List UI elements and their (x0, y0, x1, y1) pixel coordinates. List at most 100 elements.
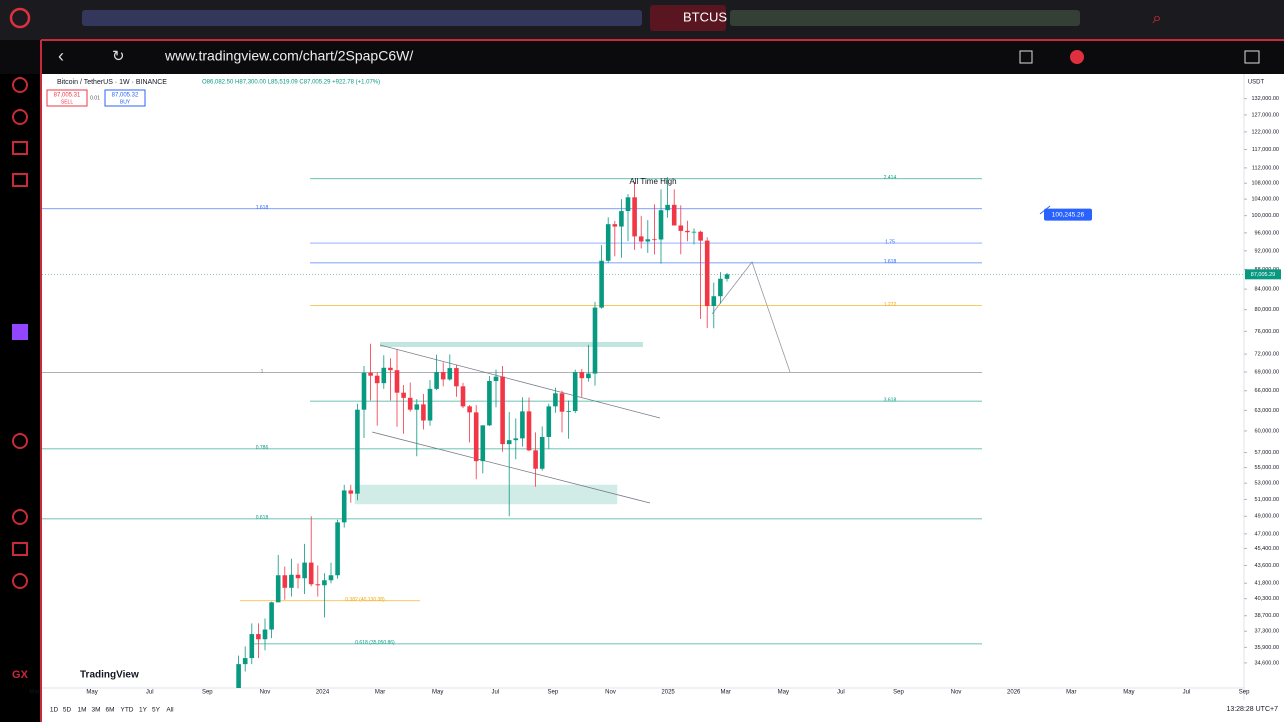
x-tick-label: Mar (1066, 690, 1076, 696)
candle-body (586, 373, 591, 379)
y-tick-label: 112,000.00 (1252, 165, 1279, 171)
candle-body (533, 450, 538, 469)
x-tick-label: Sep (1239, 690, 1250, 696)
symbol: Bitcoin / TetherUS · 1W · BINANCE (57, 79, 167, 86)
x-tick-label: Jul (1183, 690, 1191, 696)
y-tick-label: 80,000.00 (1255, 307, 1279, 313)
y-tick-label: 96,000.00 (1255, 230, 1279, 236)
clock: 13:28:28 UTC+7 (1226, 706, 1278, 713)
range-button[interactable]: 1D (50, 707, 59, 714)
x-tick-label: 2025 (661, 690, 675, 696)
candle-body (579, 372, 585, 379)
candle-body (592, 307, 598, 374)
browser-logo[interactable] (9, 7, 31, 29)
range-button[interactable]: 6M (105, 707, 114, 714)
y-tick-label: 63,000.00 (1255, 408, 1279, 414)
x-tick-label: May (86, 690, 97, 696)
logo: TradingView (80, 670, 139, 681)
candle-body (473, 412, 479, 462)
buy-button[interactable] (104, 89, 146, 107)
y-tick-label: 100,000.00 (1251, 213, 1279, 219)
candle-body (553, 393, 558, 407)
range-button[interactable]: 3M (91, 707, 100, 714)
spread: 0.01 (90, 95, 100, 101)
y-tick-label: 45,400.00 (1255, 546, 1279, 552)
range-button[interactable]: All (166, 707, 174, 714)
active-tab[interactable] (650, 5, 726, 31)
y-tick-label: 35,900.00 (1255, 645, 1279, 651)
price-tag-label: 100,245.26 (1052, 211, 1085, 218)
candle-body (242, 658, 248, 665)
candle-body (619, 211, 624, 227)
candle-body (275, 575, 281, 603)
candle-body (678, 225, 684, 231)
candle-body (480, 425, 486, 462)
back-button[interactable]: ‹ (58, 46, 64, 66)
candle-body (506, 440, 512, 445)
range-button[interactable]: 1M (77, 707, 86, 714)
range-button[interactable]: 5D (63, 707, 72, 714)
y-tick-label: 104,000.00 (1251, 197, 1279, 203)
candle-body (295, 574, 301, 579)
x-tick-label: May (1123, 690, 1134, 696)
candle-body (328, 575, 334, 581)
candle-body (434, 372, 439, 389)
candle-body (421, 404, 426, 421)
x-tick-label: 2026 (1007, 690, 1021, 696)
candle-body (427, 388, 433, 421)
sidebar-icons (12, 77, 28, 589)
reload-button[interactable]: ↻ (112, 48, 125, 65)
candle-body (493, 376, 499, 381)
url[interactable]: www.tradingview.com/chart/2SpapC6W/ (164, 48, 413, 64)
candle-body (599, 260, 604, 308)
range-button[interactable]: 5Y (152, 707, 161, 714)
candle-body (559, 393, 565, 412)
x-tick-label: Sep (548, 690, 559, 696)
candle-body (289, 574, 294, 588)
candle-body (414, 404, 420, 410)
y-tick-label: 84,000.00 (1255, 287, 1279, 293)
candle-body (638, 236, 644, 242)
sell-label: SELL (61, 99, 73, 105)
sell-button[interactable] (46, 89, 88, 107)
candle-body (572, 372, 578, 412)
x-tick-label: Nov (605, 690, 616, 696)
candle-body (249, 634, 255, 659)
sidebar-label: GX (12, 669, 29, 681)
candle-body (704, 240, 710, 307)
candle-body (711, 296, 717, 307)
x-tick-label: Jul (837, 690, 845, 696)
fib-label: 1.75 (885, 239, 895, 245)
candle-body (500, 376, 505, 445)
fib-label: 1.618 (884, 259, 897, 265)
x-tick-label: Mar (29, 690, 39, 696)
fib-label: 0.786 (256, 445, 269, 451)
fib-label: 1 (261, 369, 264, 375)
candle-body (671, 204, 677, 226)
search-icon[interactable]: ⌕ (1153, 10, 1162, 27)
fib-label: 1.272 (884, 302, 897, 308)
candle-body (665, 204, 670, 211)
y-tick-label: 37,300.00 (1255, 629, 1279, 635)
candle-body (262, 629, 268, 640)
range-button[interactable]: YTD (121, 707, 134, 714)
candle-body (612, 224, 618, 227)
x-tick-label: May (778, 690, 789, 696)
x-tick-label: Jul (491, 690, 499, 696)
candle-body (308, 562, 314, 585)
range-button[interactable]: 1Y (139, 707, 148, 714)
y-tick-label: 51,000.00 (1255, 497, 1279, 503)
candle-body (407, 397, 413, 410)
price-tag (1044, 208, 1092, 221)
candle-body (388, 367, 393, 371)
candle-body (256, 634, 261, 640)
y-tick-label: 108,000.00 (1251, 181, 1279, 187)
candle-body (315, 584, 321, 586)
candle-body (698, 231, 703, 241)
sell-price: 87,005.31 (54, 93, 81, 99)
candle-body (341, 490, 347, 523)
y-tick-label: 49,000.00 (1255, 514, 1279, 520)
y-tick-label: 55,000.00 (1255, 465, 1279, 471)
